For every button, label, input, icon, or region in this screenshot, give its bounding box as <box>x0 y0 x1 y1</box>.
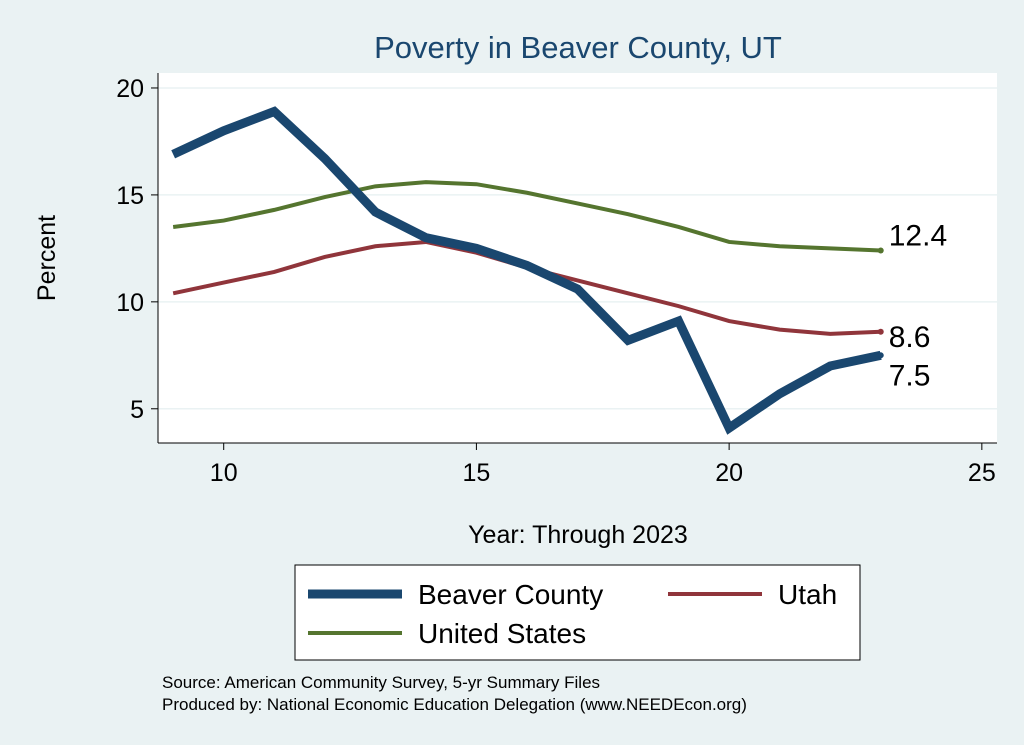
y-tick-label: 5 <box>130 396 144 424</box>
x-tick-label: 20 <box>715 459 743 487</box>
y-tick-label: 10 <box>116 289 144 317</box>
legend-label-us: United States <box>418 618 586 649</box>
end-value-label: 8.6 <box>889 321 931 354</box>
plot-area <box>158 73 997 443</box>
x-tick-label: 15 <box>463 459 491 487</box>
y-axis-label: Percent <box>33 215 61 301</box>
end-point-marker <box>877 352 884 359</box>
y-tick-label: 15 <box>116 182 144 210</box>
source-note: Source: American Community Survey, 5-yr … <box>162 673 600 692</box>
chart-title: Poverty in Beaver County, UT <box>374 30 782 65</box>
legend-label-utah: Utah <box>778 579 837 610</box>
legend-label-beaver: Beaver County <box>418 579 603 610</box>
end-point-marker <box>877 328 884 335</box>
end-point-marker <box>877 247 884 254</box>
end-value-label: 7.5 <box>889 359 931 392</box>
gridlines <box>158 87 997 410</box>
x-tick-label: 10 <box>210 459 238 487</box>
x-tick-label: 25 <box>968 459 996 487</box>
x-axis-label: Year: Through 2023 <box>468 521 688 549</box>
produced-by-note: Produced by: National Economic Education… <box>162 695 747 714</box>
y-tick-label: 20 <box>116 75 144 103</box>
legend: Beaver County Utah United States <box>294 564 861 661</box>
end-value-label: 12.4 <box>889 220 947 253</box>
